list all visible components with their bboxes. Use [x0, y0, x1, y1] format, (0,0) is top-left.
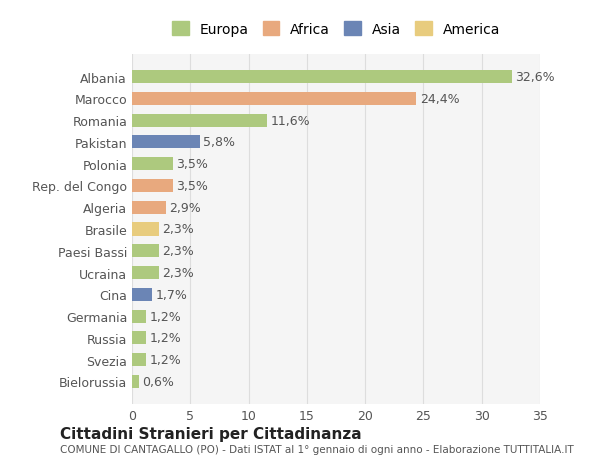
Text: 11,6%: 11,6% [271, 114, 310, 128]
Text: 1,2%: 1,2% [149, 310, 181, 323]
Bar [132, 288, 152, 301]
Text: 0,6%: 0,6% [142, 375, 175, 388]
Bar [132, 71, 512, 84]
Text: 2,9%: 2,9% [169, 202, 201, 214]
Bar [132, 353, 146, 366]
Bar [132, 136, 200, 149]
Text: 1,7%: 1,7% [155, 288, 187, 301]
Bar [132, 245, 159, 258]
Text: 5,8%: 5,8% [203, 136, 235, 149]
Bar [132, 179, 173, 193]
Bar [132, 223, 159, 236]
Bar [132, 331, 146, 345]
Bar [132, 201, 166, 214]
Text: 2,3%: 2,3% [163, 267, 194, 280]
Text: 32,6%: 32,6% [515, 71, 555, 84]
Text: Cittadini Stranieri per Cittadinanza: Cittadini Stranieri per Cittadinanza [60, 425, 362, 441]
Text: 3,5%: 3,5% [176, 179, 208, 192]
Text: 1,2%: 1,2% [149, 353, 181, 366]
Bar [132, 114, 267, 128]
Text: 2,3%: 2,3% [163, 245, 194, 257]
Text: 1,2%: 1,2% [149, 331, 181, 345]
Text: 3,5%: 3,5% [176, 158, 208, 171]
Text: 2,3%: 2,3% [163, 223, 194, 236]
Text: 24,4%: 24,4% [420, 93, 460, 106]
Bar [132, 93, 416, 106]
Text: COMUNE DI CANTAGALLO (PO) - Dati ISTAT al 1° gennaio di ogni anno - Elaborazione: COMUNE DI CANTAGALLO (PO) - Dati ISTAT a… [60, 444, 574, 454]
Bar [132, 375, 139, 388]
Bar [132, 158, 173, 171]
Bar [132, 266, 159, 280]
Legend: Europa, Africa, Asia, America: Europa, Africa, Asia, America [166, 17, 506, 43]
Bar [132, 310, 146, 323]
